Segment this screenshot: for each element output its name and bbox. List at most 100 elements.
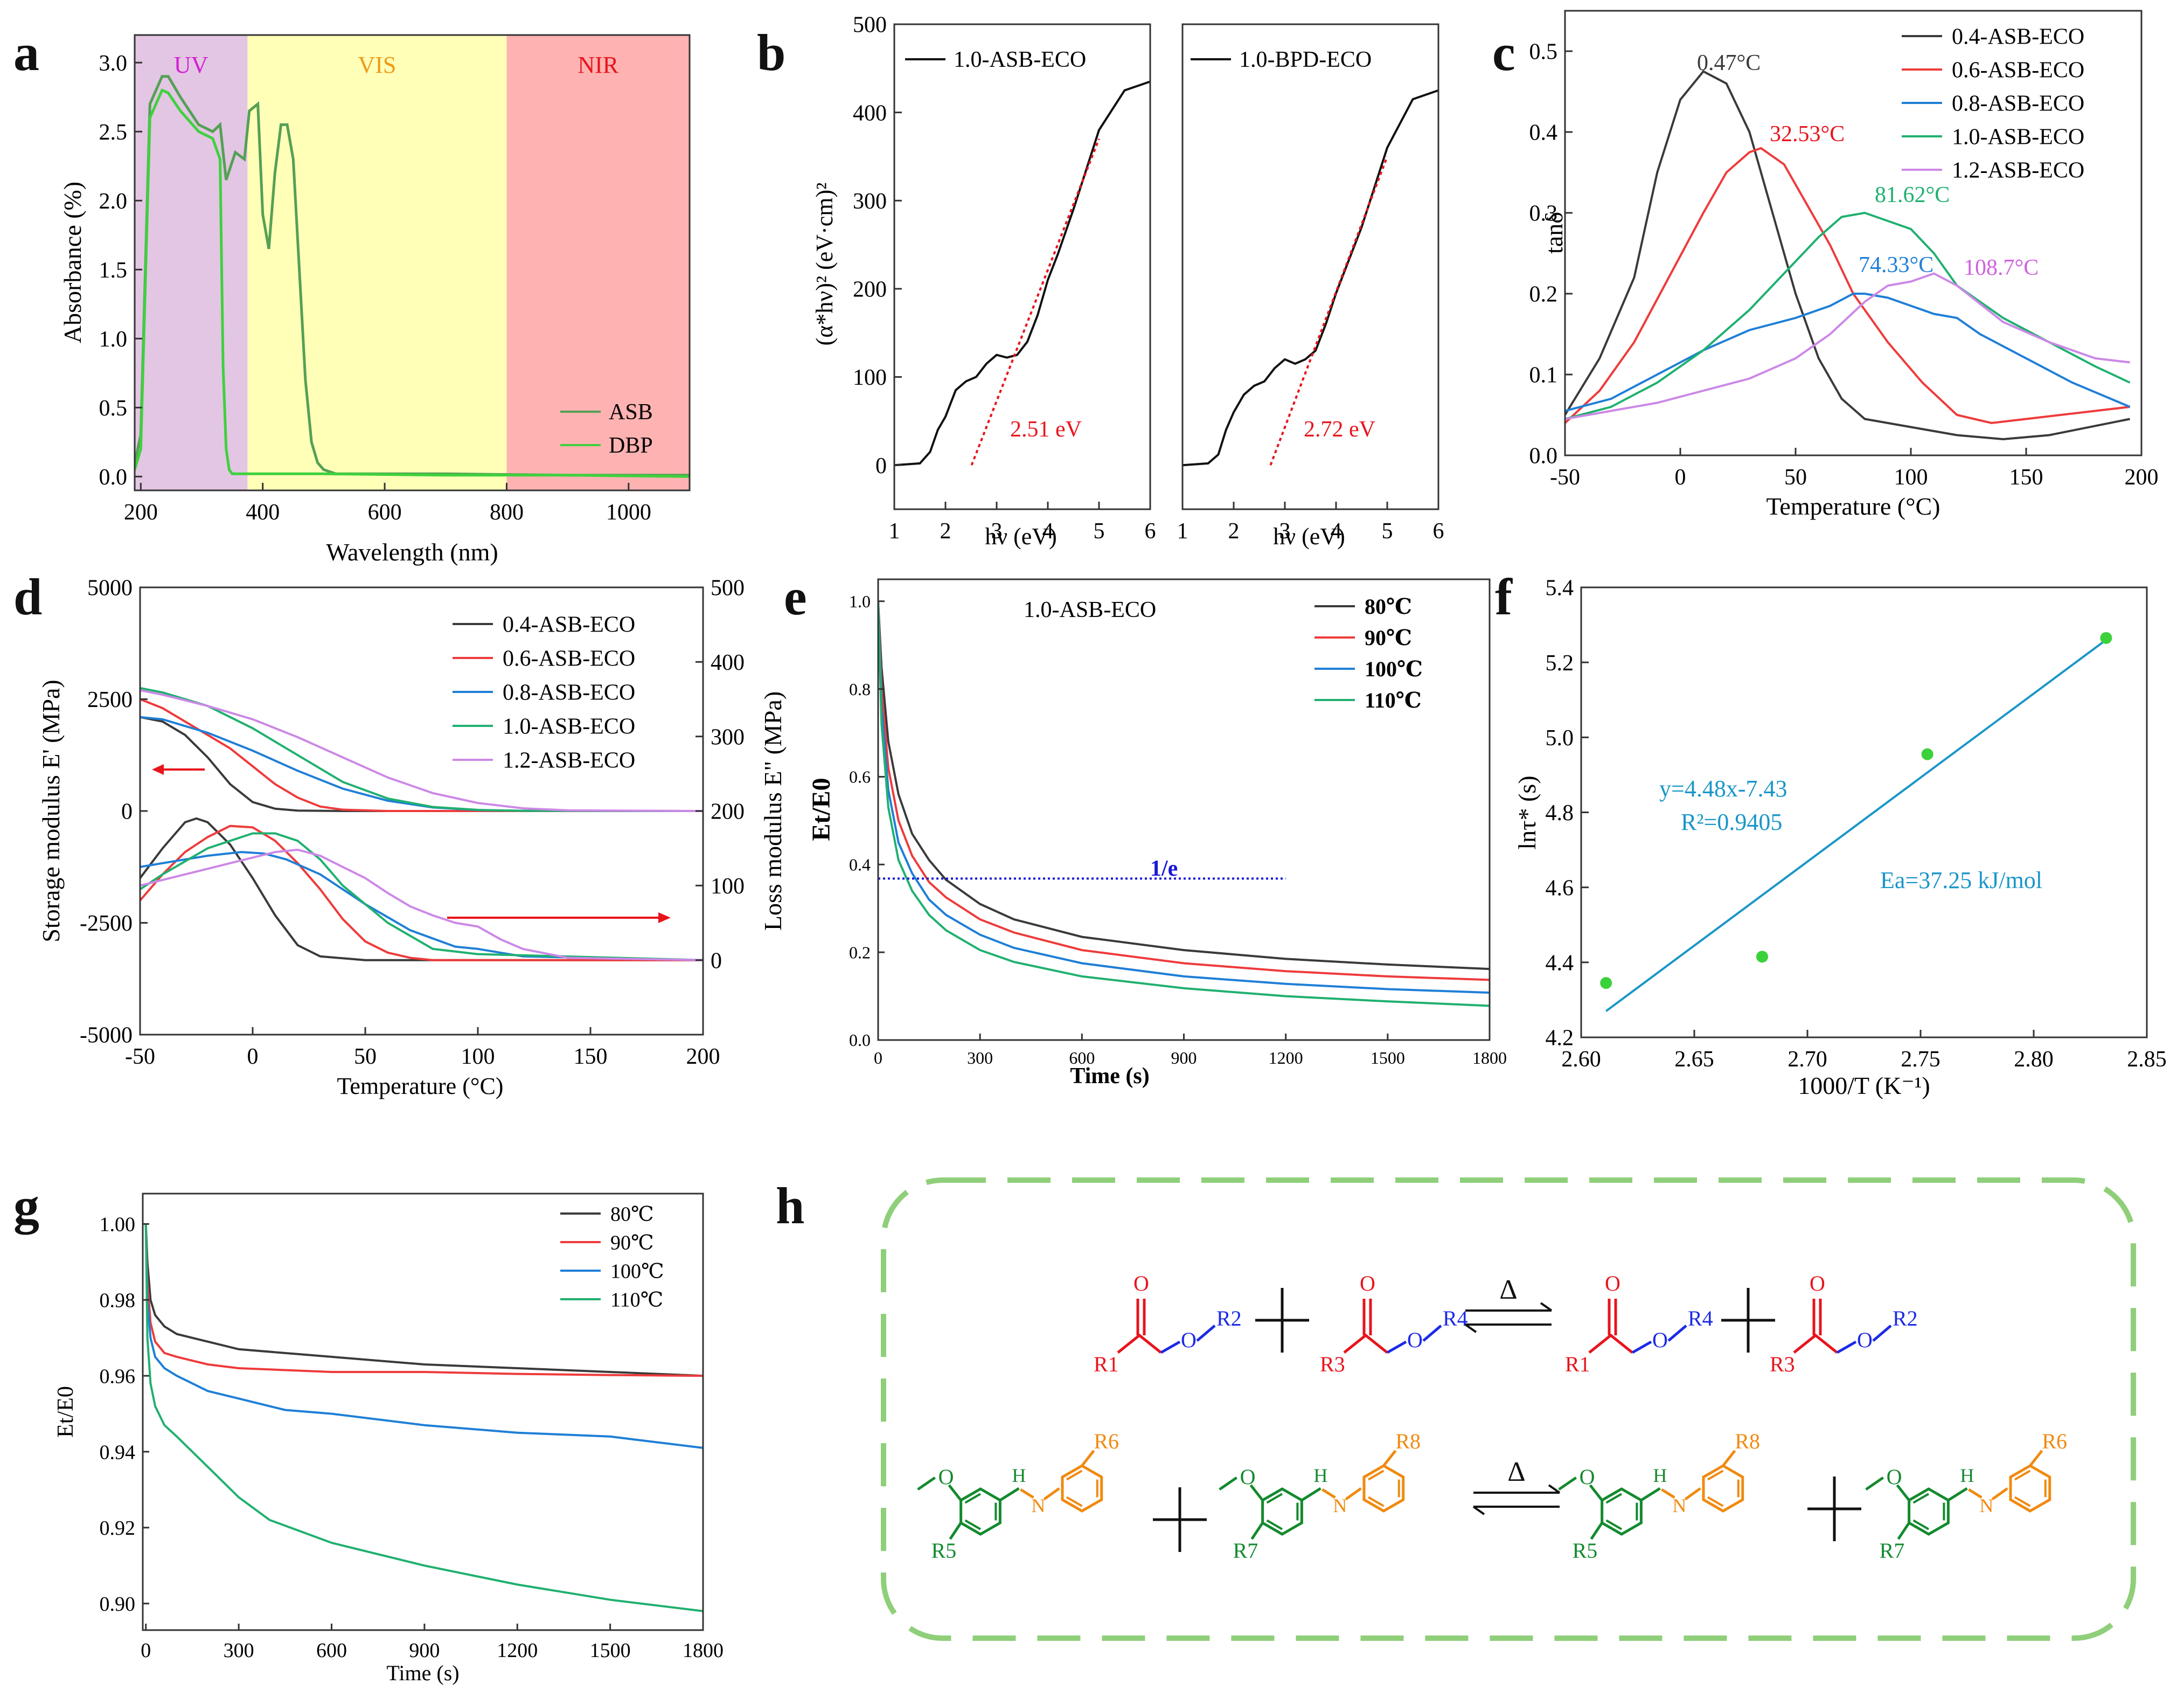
fit-equation: y=4.48x-7.43 [1659, 775, 1787, 802]
x-tick-label: 2.60 [1561, 1047, 1601, 1072]
panel-b1-y-ticks: 0 100 200 300 400 500 [853, 13, 902, 479]
panel-e-x-ticks: 0 300 600 900 1200 1500 1800 [874, 1034, 1507, 1068]
heat-symbol: Δ [1507, 1457, 1525, 1487]
panel-a-ylabel: Absorbance (%) [59, 182, 86, 343]
imine-hydrogen: H [1313, 1465, 1327, 1486]
n-aryl-bond [1345, 1487, 1362, 1501]
imine-hydrogen: H [1960, 1465, 1974, 1486]
tand-peak-0.6: 32.53°C [1770, 122, 1845, 147]
x-tick-label: 800 [490, 500, 524, 525]
imine-hydrogen: H [1653, 1465, 1667, 1486]
y-tick-label: 4.2 [1546, 1026, 1574, 1051]
panel-b-ylabel: (α*hν)² (eV·cm)² [811, 183, 838, 346]
methyl-bond [917, 1476, 936, 1491]
series-110℃ [144, 1224, 703, 1612]
imine-double-bond [1968, 1488, 1983, 1499]
methoxy-bond [948, 1484, 962, 1501]
plus-sign-2 [1721, 1288, 1775, 1353]
x-tick-label: 900 [1171, 1048, 1197, 1068]
panel-b2-xlabel: hν (eV) [1273, 523, 1345, 550]
y-tick-label: 5.4 [1546, 576, 1574, 601]
substituent-r2: R2 [1216, 1306, 1242, 1330]
panel-c-frame [1564, 10, 2143, 456]
x-tick-label: 600 [316, 1639, 347, 1662]
region-vis [247, 35, 507, 490]
ester-molecule-3: O O R1 R4 [1565, 1271, 1713, 1376]
panel-b2-series [1183, 89, 1438, 467]
x-tick-label: 100 [1894, 465, 1928, 490]
region-label-vis: VIS [358, 52, 396, 78]
axis-arrows [152, 764, 671, 923]
series-0.4-asb-eco [1565, 70, 2130, 441]
x-tick-label: 1500 [1371, 1048, 1405, 1068]
legend-label: 80℃ [1365, 594, 1412, 619]
legend-label: 1.0-ASB-ECO [1952, 125, 2084, 150]
panel-letter-f: f [1495, 568, 1513, 626]
x-tick-label: 1200 [1269, 1048, 1303, 1068]
y-tick-label: 500 [711, 576, 745, 601]
legend-label: 0.6-ASB-ECO [1952, 58, 2084, 83]
imine-hydrogen: H [1012, 1465, 1026, 1486]
panel-c-series [1565, 70, 2131, 441]
substituent-bond [1722, 1450, 1736, 1467]
panel-g-series [144, 1224, 703, 1612]
y-tick-label: 0.94 [100, 1441, 136, 1464]
y-tick-label: 0.5 [99, 396, 128, 421]
benzene-ring [1061, 1464, 1103, 1513]
x-tick-label: 1 [889, 519, 900, 544]
x-tick-label: 0 [874, 1048, 882, 1068]
panel-f-y-ticks: 4.2 4.4 4.6 4.8 5.0 5.2 5.4 [1546, 576, 1589, 1051]
ester-oxygen: O [1181, 1328, 1197, 1352]
substituent-r7: R7 [1233, 1538, 1258, 1563]
substituent-r7: R7 [1880, 1538, 1905, 1563]
panel-f-series [1600, 632, 2112, 1012]
imine-nitrogen: N [1031, 1495, 1045, 1516]
imine-molecule: O R7 HN R6 [1865, 1429, 2067, 1563]
imine-double-bond [1321, 1488, 1336, 1499]
panel-g-x-ticks: 0 300 600 900 1200 1500 1800 [141, 1624, 724, 1662]
y-tick-label: 100 [853, 365, 887, 390]
legend-label-b1: 1.0-ASB-ECO [954, 47, 1086, 72]
y-tick-label: 5000 [87, 576, 133, 601]
bandgap-annotation-b1: 2.51 eV [1010, 417, 1082, 442]
aromatic-bond [1266, 1519, 1283, 1530]
x-tick-label: 150 [574, 1044, 608, 1069]
region-label-nir: NIR [578, 52, 618, 78]
x-tick-label: 200 [124, 500, 158, 525]
panel-f-x-ticks: 2.60 2.65 2.70 2.75 2.80 2.85 [1561, 1030, 2167, 1072]
aromatic-bond [1707, 1496, 1724, 1507]
legend-label-b2: 1.0-BPD-ECO [1239, 47, 1372, 72]
imine-nitrogen: N [1979, 1495, 1993, 1516]
x-tick-label: 1500 [590, 1639, 631, 1662]
region-nir [506, 35, 690, 490]
methoxy-oxygen: O [938, 1465, 954, 1489]
y-tick-label: 4.8 [1546, 801, 1574, 826]
x-tick-label: 300 [967, 1048, 993, 1068]
panel-d-y2-ticks: 0 100 200 300 400 500 [695, 576, 745, 973]
series-80℃ [144, 1224, 703, 1377]
methyl-bond [1219, 1476, 1238, 1491]
y-tick-label: 0.0 [849, 1030, 871, 1050]
tauc-fit-line [970, 138, 1100, 466]
legend-label: 1.2-ASB-ECO [1952, 158, 2084, 183]
panel-f-frame [1580, 586, 2148, 1038]
panel-d-legend: 0.4-ASB-ECO 0.6-ASB-ECO 0.8-ASB-ECO 1.0-ASB… [453, 613, 635, 773]
methoxy-oxygen: O [1240, 1465, 1256, 1489]
panel-e-title: 1.0-ASB-ECO [1024, 598, 1156, 622]
x-tick-label: 400 [246, 500, 280, 525]
panel-d-xlabel: Temperature (°C) [337, 1073, 504, 1099]
substituent-r3: R3 [1770, 1352, 1795, 1376]
carbonyl-oxygen: O [1605, 1271, 1620, 1295]
imine-nitrogen: N [1333, 1495, 1347, 1516]
x-tick-label: 150 [2009, 465, 2043, 490]
aromatic-bond [1605, 1519, 1623, 1530]
panel-c-legend: 0.4-ASB-ECO 0.6-ASB-ECO 0.8-ASB-ECO 1.0-ASB… [1902, 25, 2084, 183]
n-aryl-bond [1684, 1487, 1701, 1501]
panel-g-legend: 80℃ 90℃ 100℃ 110℃ [560, 1203, 664, 1311]
region-label-uv: UV [174, 52, 208, 78]
y-tick-label: 2.5 [99, 120, 128, 145]
imine-carbon-bond [1640, 1487, 1661, 1502]
data-point [1921, 748, 1933, 760]
panel-d-x-ticks: -50 0 50 100 150 200 [125, 1027, 720, 1069]
substituent-r1: R1 [1565, 1352, 1590, 1376]
